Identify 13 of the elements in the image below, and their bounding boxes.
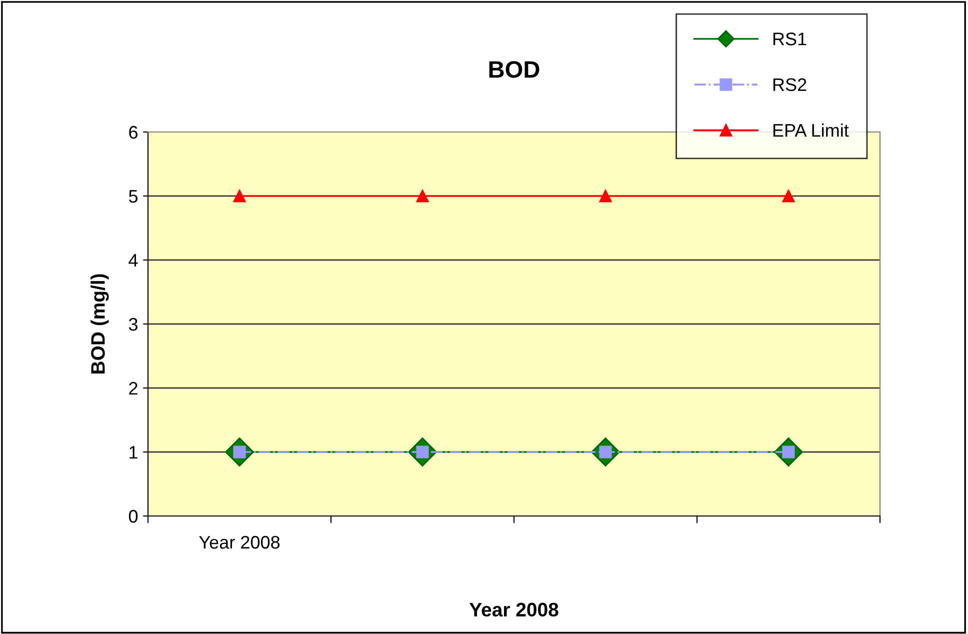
y-tick-label: 3	[128, 318, 138, 331]
y-tick-label: 2	[129, 382, 138, 395]
legend-label: RS2	[773, 78, 806, 92]
legend-label: EPA Limit	[773, 124, 849, 137]
y-tick-label: 4	[128, 254, 138, 267]
legend-label: RS1	[773, 32, 806, 46]
chart-title: BOD	[489, 61, 540, 78]
x-axis-title: Year 2008	[469, 602, 558, 617]
y-axis-title: BOD (mg/l)	[90, 274, 109, 374]
y-tick-label: 5	[128, 190, 138, 203]
y-tick-label: 0	[128, 510, 138, 523]
y-tick-label: 1	[130, 446, 138, 459]
y-tick-label: 6	[129, 126, 138, 139]
